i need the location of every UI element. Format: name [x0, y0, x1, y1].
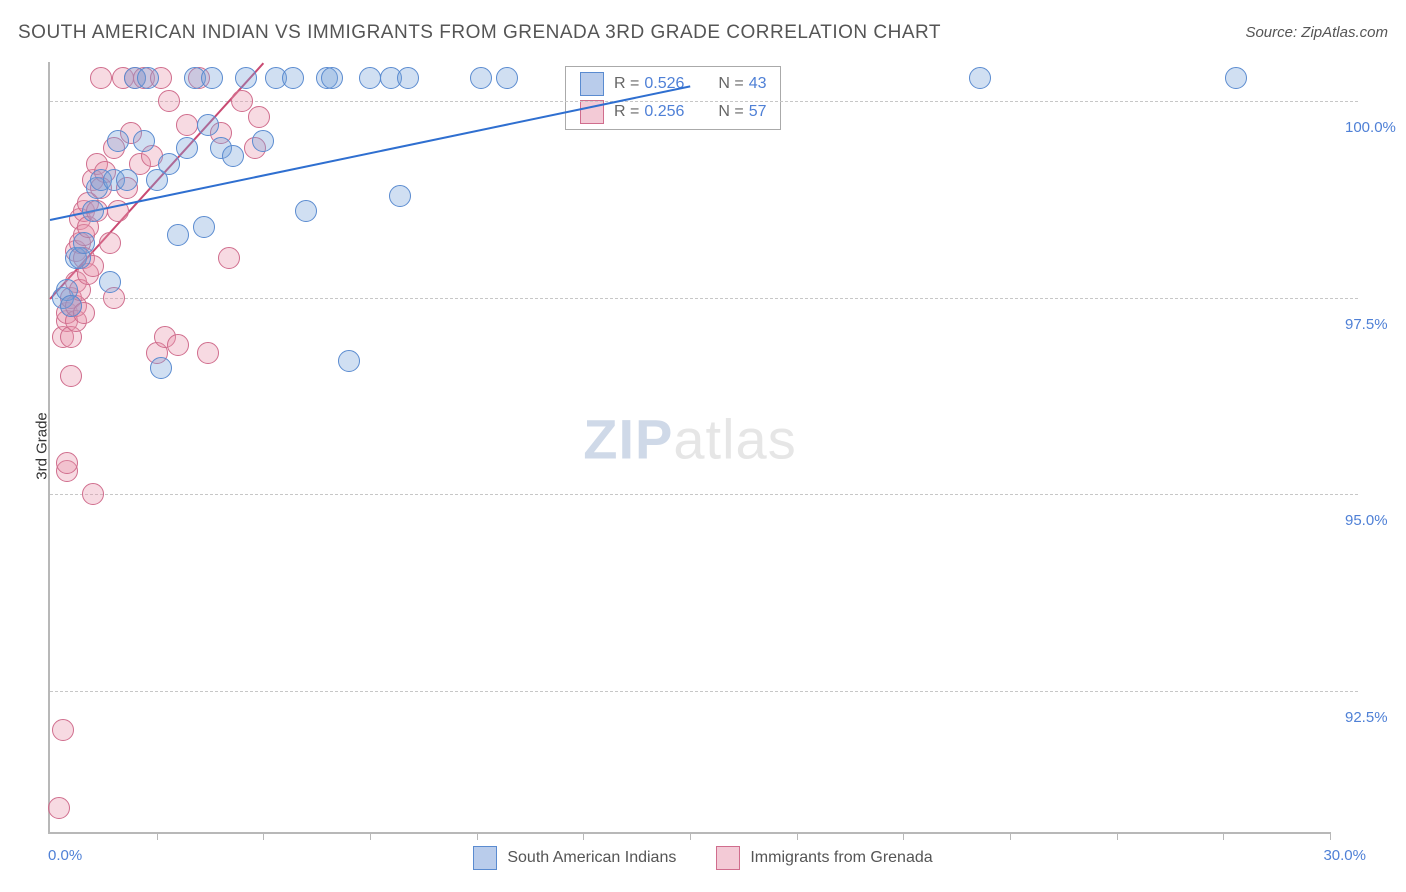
data-point — [252, 130, 274, 152]
legend-item: South American Indians — [473, 846, 676, 870]
data-point — [150, 357, 172, 379]
n-label: N = — [718, 75, 743, 93]
data-point — [176, 114, 198, 136]
source-label: Source: ZipAtlas.com — [1245, 24, 1388, 41]
data-point — [133, 130, 155, 152]
data-point — [470, 67, 492, 89]
data-point — [56, 452, 78, 474]
n-value: 43 — [749, 75, 767, 93]
data-point — [496, 67, 518, 89]
x-tick — [370, 832, 371, 840]
data-point — [82, 200, 104, 222]
watermark-atlas: atlas — [673, 408, 796, 471]
data-point — [282, 67, 304, 89]
legend-item: Immigrants from Grenada — [716, 846, 932, 870]
x-tick — [1330, 832, 1331, 840]
n-value: 57 — [749, 103, 767, 121]
data-point — [248, 106, 270, 128]
data-point — [73, 232, 95, 254]
legend-label: South American Indians — [507, 849, 676, 867]
r-label: R = — [614, 75, 639, 93]
gridline — [50, 494, 1358, 495]
data-point — [176, 137, 198, 159]
data-point — [235, 67, 257, 89]
legend-swatch — [580, 72, 604, 96]
data-point — [99, 271, 121, 293]
data-point — [52, 719, 74, 741]
data-point — [359, 67, 381, 89]
series-legend: South American Indians Immigrants from Gr… — [0, 846, 1406, 870]
x-tick — [1010, 832, 1011, 840]
data-point — [90, 67, 112, 89]
y-tick-label: 95.0% — [1345, 512, 1406, 529]
legend-label: Immigrants from Grenada — [750, 849, 932, 867]
data-point — [389, 185, 411, 207]
gridline — [50, 691, 1358, 692]
data-point — [969, 67, 991, 89]
legend-swatch — [716, 846, 740, 870]
data-point — [107, 130, 129, 152]
data-point — [295, 200, 317, 222]
data-point — [338, 350, 360, 372]
data-point — [60, 365, 82, 387]
y-tick-label: 97.5% — [1345, 316, 1406, 333]
x-tick — [1117, 832, 1118, 840]
data-point — [222, 145, 244, 167]
data-point — [60, 295, 82, 317]
data-point — [193, 216, 215, 238]
x-tick — [263, 832, 264, 840]
data-point — [137, 67, 159, 89]
data-point — [48, 797, 70, 819]
x-tick — [157, 832, 158, 840]
y-tick-label: 100.0% — [1345, 119, 1406, 136]
data-point — [197, 342, 219, 364]
x-tick — [903, 832, 904, 840]
n-label: N = — [718, 103, 743, 121]
data-point — [116, 169, 138, 191]
data-point — [167, 334, 189, 356]
data-point — [167, 224, 189, 246]
data-point — [158, 153, 180, 175]
r-label: R = — [614, 103, 639, 121]
x-tick — [477, 832, 478, 840]
correlation-legend: R =0.526N =43R =0.256N =57 — [565, 66, 781, 130]
data-point — [397, 67, 419, 89]
gridline — [50, 298, 1358, 299]
data-point — [1225, 67, 1247, 89]
r-value: 0.256 — [644, 103, 700, 121]
x-tick — [583, 832, 584, 840]
data-point — [201, 67, 223, 89]
data-point — [82, 483, 104, 505]
data-point — [158, 90, 180, 112]
x-tick — [1223, 832, 1224, 840]
data-point — [321, 67, 343, 89]
data-point — [197, 114, 219, 136]
watermark-zip: ZIP — [583, 408, 673, 471]
watermark: ZIPatlas — [583, 407, 796, 472]
scatter-plot: ZIPatlas R =0.526N =43R =0.256N =57 100.… — [48, 62, 1330, 834]
correlation-legend-row: R =0.526N =43 — [566, 70, 780, 98]
x-tick — [797, 832, 798, 840]
x-tick — [690, 832, 691, 840]
legend-swatch — [473, 846, 497, 870]
data-point — [218, 247, 240, 269]
chart-title: SOUTH AMERICAN INDIAN VS IMMIGRANTS FROM… — [18, 22, 941, 44]
y-tick-label: 92.5% — [1345, 709, 1406, 726]
data-point — [99, 232, 121, 254]
